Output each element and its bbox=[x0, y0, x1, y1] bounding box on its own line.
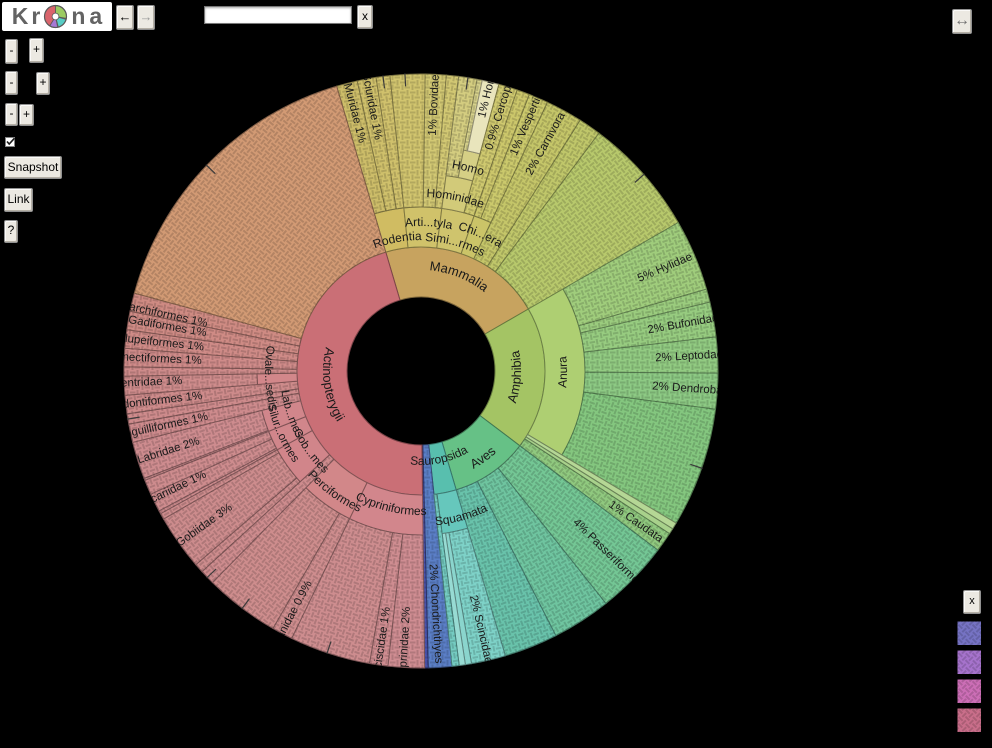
svg-text:Cyprinidae 2%: Cyprinidae 2% bbox=[397, 606, 413, 681]
svg-text:Pomacentridae 1%: Pomacentridae 1% bbox=[85, 375, 183, 391]
svg-text:Arti...tyla: Arti...tyla bbox=[404, 215, 454, 232]
svg-text:2% Leptodactylidae: 2% Leptodactylidae bbox=[655, 347, 756, 364]
svg-text:Pleuronectiformes 1%: Pleuronectiformes 1% bbox=[89, 350, 202, 367]
svg-text:Anura: Anura bbox=[555, 356, 570, 389]
svg-text:1% Bovidae: 1% Bovidae bbox=[427, 74, 442, 136]
svg-text:Amphibia: Amphibia bbox=[504, 349, 524, 405]
svg-text:2% Chondrichthyes: 2% Chondrichthyes bbox=[426, 564, 444, 665]
